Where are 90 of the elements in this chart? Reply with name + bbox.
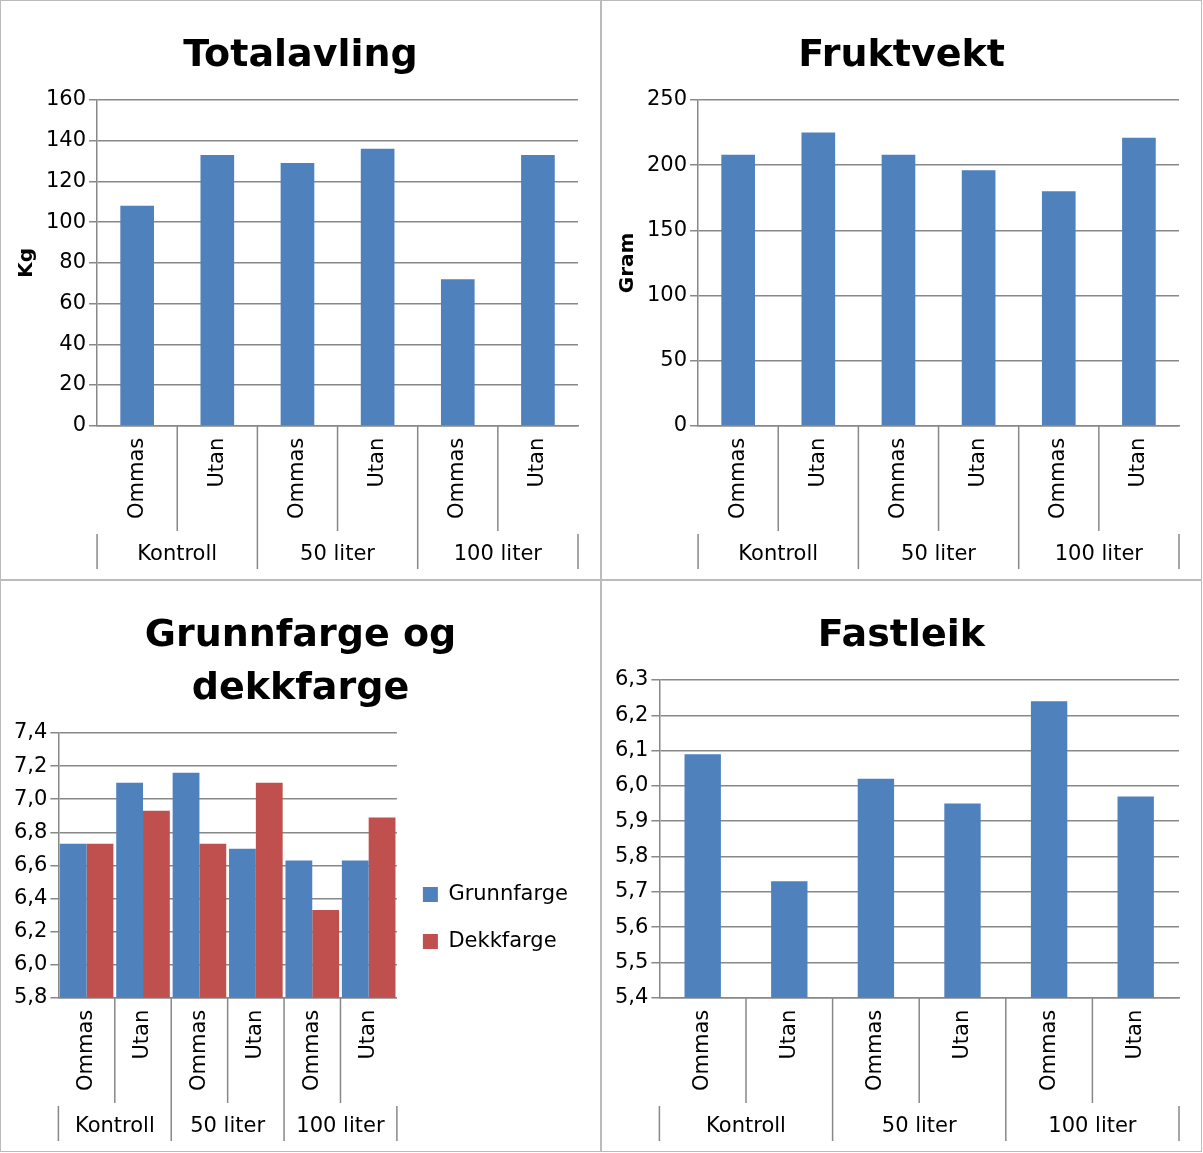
x-tick-label: Ommas bbox=[283, 437, 308, 520]
y-tick-label: 6,3 bbox=[614, 666, 649, 691]
bar bbox=[440, 279, 475, 426]
y-tick-label: 100 bbox=[646, 282, 688, 307]
chart-title: Grunnfarge og dekkfarge bbox=[143, 610, 458, 711]
text: 50 liter bbox=[901, 541, 977, 566]
text: 100 liter bbox=[1054, 541, 1144, 566]
x-tick-label: Ommas bbox=[298, 1010, 323, 1092]
y-tick-label: 5,7 bbox=[614, 878, 649, 903]
bar bbox=[521, 155, 555, 426]
bar bbox=[721, 154, 755, 426]
y-axis-title: Kg bbox=[13, 248, 38, 278]
chart-title: Fastleik bbox=[817, 610, 986, 657]
x-tick-label: Utan bbox=[524, 437, 549, 488]
x-tick-label: Utan bbox=[804, 437, 829, 488]
y-tick-label: 5,8 bbox=[13, 984, 48, 1009]
x-tick-label: Utan bbox=[355, 1010, 380, 1060]
y-tick-label: 7,0 bbox=[13, 786, 48, 811]
bar bbox=[1122, 137, 1156, 426]
text: 50 liter bbox=[190, 1113, 266, 1138]
x-tick-label: Ommas bbox=[123, 437, 148, 520]
x-tick-label: Ommas bbox=[185, 1010, 210, 1092]
y-tick-label: 5,8 bbox=[614, 843, 649, 868]
x-tick-label: Utan bbox=[242, 1010, 267, 1060]
text: Kontroll bbox=[137, 541, 218, 566]
x-tick-label: Ommas bbox=[444, 437, 469, 520]
y-tick-label: 5,4 bbox=[614, 984, 649, 1009]
y-tick-label: 6,2 bbox=[614, 701, 649, 726]
bar bbox=[881, 154, 916, 426]
y-tick-label: 20 bbox=[59, 371, 87, 396]
x-tick-label: Utan bbox=[364, 437, 389, 488]
x-tick-label: Utan bbox=[775, 1009, 800, 1060]
y-tick-label: 7,4 bbox=[13, 719, 48, 744]
y-tick-label: 160 bbox=[45, 86, 87, 111]
y-tick-label: 6,8 bbox=[13, 819, 48, 844]
bar bbox=[801, 132, 836, 426]
y-tick-label: 0 bbox=[673, 412, 688, 437]
y-tick-label: 140 bbox=[45, 127, 87, 152]
y-tick-label: 0 bbox=[72, 412, 87, 437]
bar bbox=[1041, 191, 1076, 426]
x-tick-label: Ommas bbox=[1035, 1009, 1060, 1092]
y-tick-label: 6,1 bbox=[614, 737, 649, 762]
text: 50 liter bbox=[300, 541, 376, 566]
x-tick-label: Utan bbox=[129, 1010, 154, 1060]
y-tick-label: 6,4 bbox=[13, 885, 48, 910]
y-tick-label: 6,0 bbox=[13, 951, 48, 976]
y-tick-label: 80 bbox=[59, 249, 87, 274]
text: 100 liter bbox=[296, 1113, 385, 1138]
x-tick-label: Utan bbox=[965, 437, 990, 488]
x-tick-label: Utan bbox=[1125, 437, 1150, 488]
y-tick-label: 100 bbox=[45, 208, 87, 233]
x-tick-label: Ommas bbox=[1045, 437, 1070, 520]
y-tick-label: 40 bbox=[59, 330, 87, 355]
y-tick-label: 6,6 bbox=[13, 852, 48, 877]
y-tick-label: 60 bbox=[59, 290, 87, 315]
text: 50 liter bbox=[881, 1113, 957, 1138]
x-tick-label: Utan bbox=[1122, 1009, 1147, 1060]
legend-label: Dekkfarge bbox=[448, 928, 557, 953]
x-tick-label: Ommas bbox=[724, 437, 749, 520]
chart-title: Fruktvekt bbox=[798, 30, 1005, 77]
bar bbox=[961, 170, 996, 426]
text: Kontroll bbox=[74, 1113, 155, 1138]
bar bbox=[200, 155, 235, 426]
x-tick-label: Ommas bbox=[884, 437, 909, 520]
y-tick-label: 120 bbox=[45, 168, 87, 193]
y-tick-label: 5,5 bbox=[614, 949, 649, 974]
y-tick-label: 5,9 bbox=[614, 807, 649, 832]
x-tick-label: Ommas bbox=[73, 1010, 98, 1092]
y-tick-label: 50 bbox=[660, 347, 688, 372]
y-tick-label: 6,2 bbox=[13, 918, 48, 943]
bar bbox=[280, 163, 315, 426]
y-tick-label: 7,2 bbox=[13, 752, 48, 777]
y-tick-label: 5,6 bbox=[614, 913, 649, 938]
bar bbox=[120, 206, 154, 426]
y-axis-title: Gram bbox=[614, 232, 639, 294]
y-tick-label: 200 bbox=[646, 151, 688, 176]
text: 100 liter bbox=[453, 541, 543, 566]
text: Kontroll bbox=[738, 541, 819, 566]
text: 100 liter bbox=[1048, 1113, 1137, 1138]
chart-title: Totalavling bbox=[183, 30, 418, 77]
text: Kontroll bbox=[706, 1113, 786, 1138]
y-tick-label: 250 bbox=[646, 86, 688, 111]
y-tick-label: 6,0 bbox=[614, 772, 649, 797]
legend-label: Grunnfarge bbox=[448, 881, 569, 906]
x-tick-label: Ommas bbox=[689, 1009, 714, 1092]
bar bbox=[360, 149, 395, 426]
x-tick-label: Utan bbox=[948, 1009, 973, 1060]
x-tick-label: Ommas bbox=[862, 1009, 887, 1092]
x-tick-label: Utan bbox=[203, 437, 228, 488]
y-tick-label: 150 bbox=[646, 216, 688, 241]
